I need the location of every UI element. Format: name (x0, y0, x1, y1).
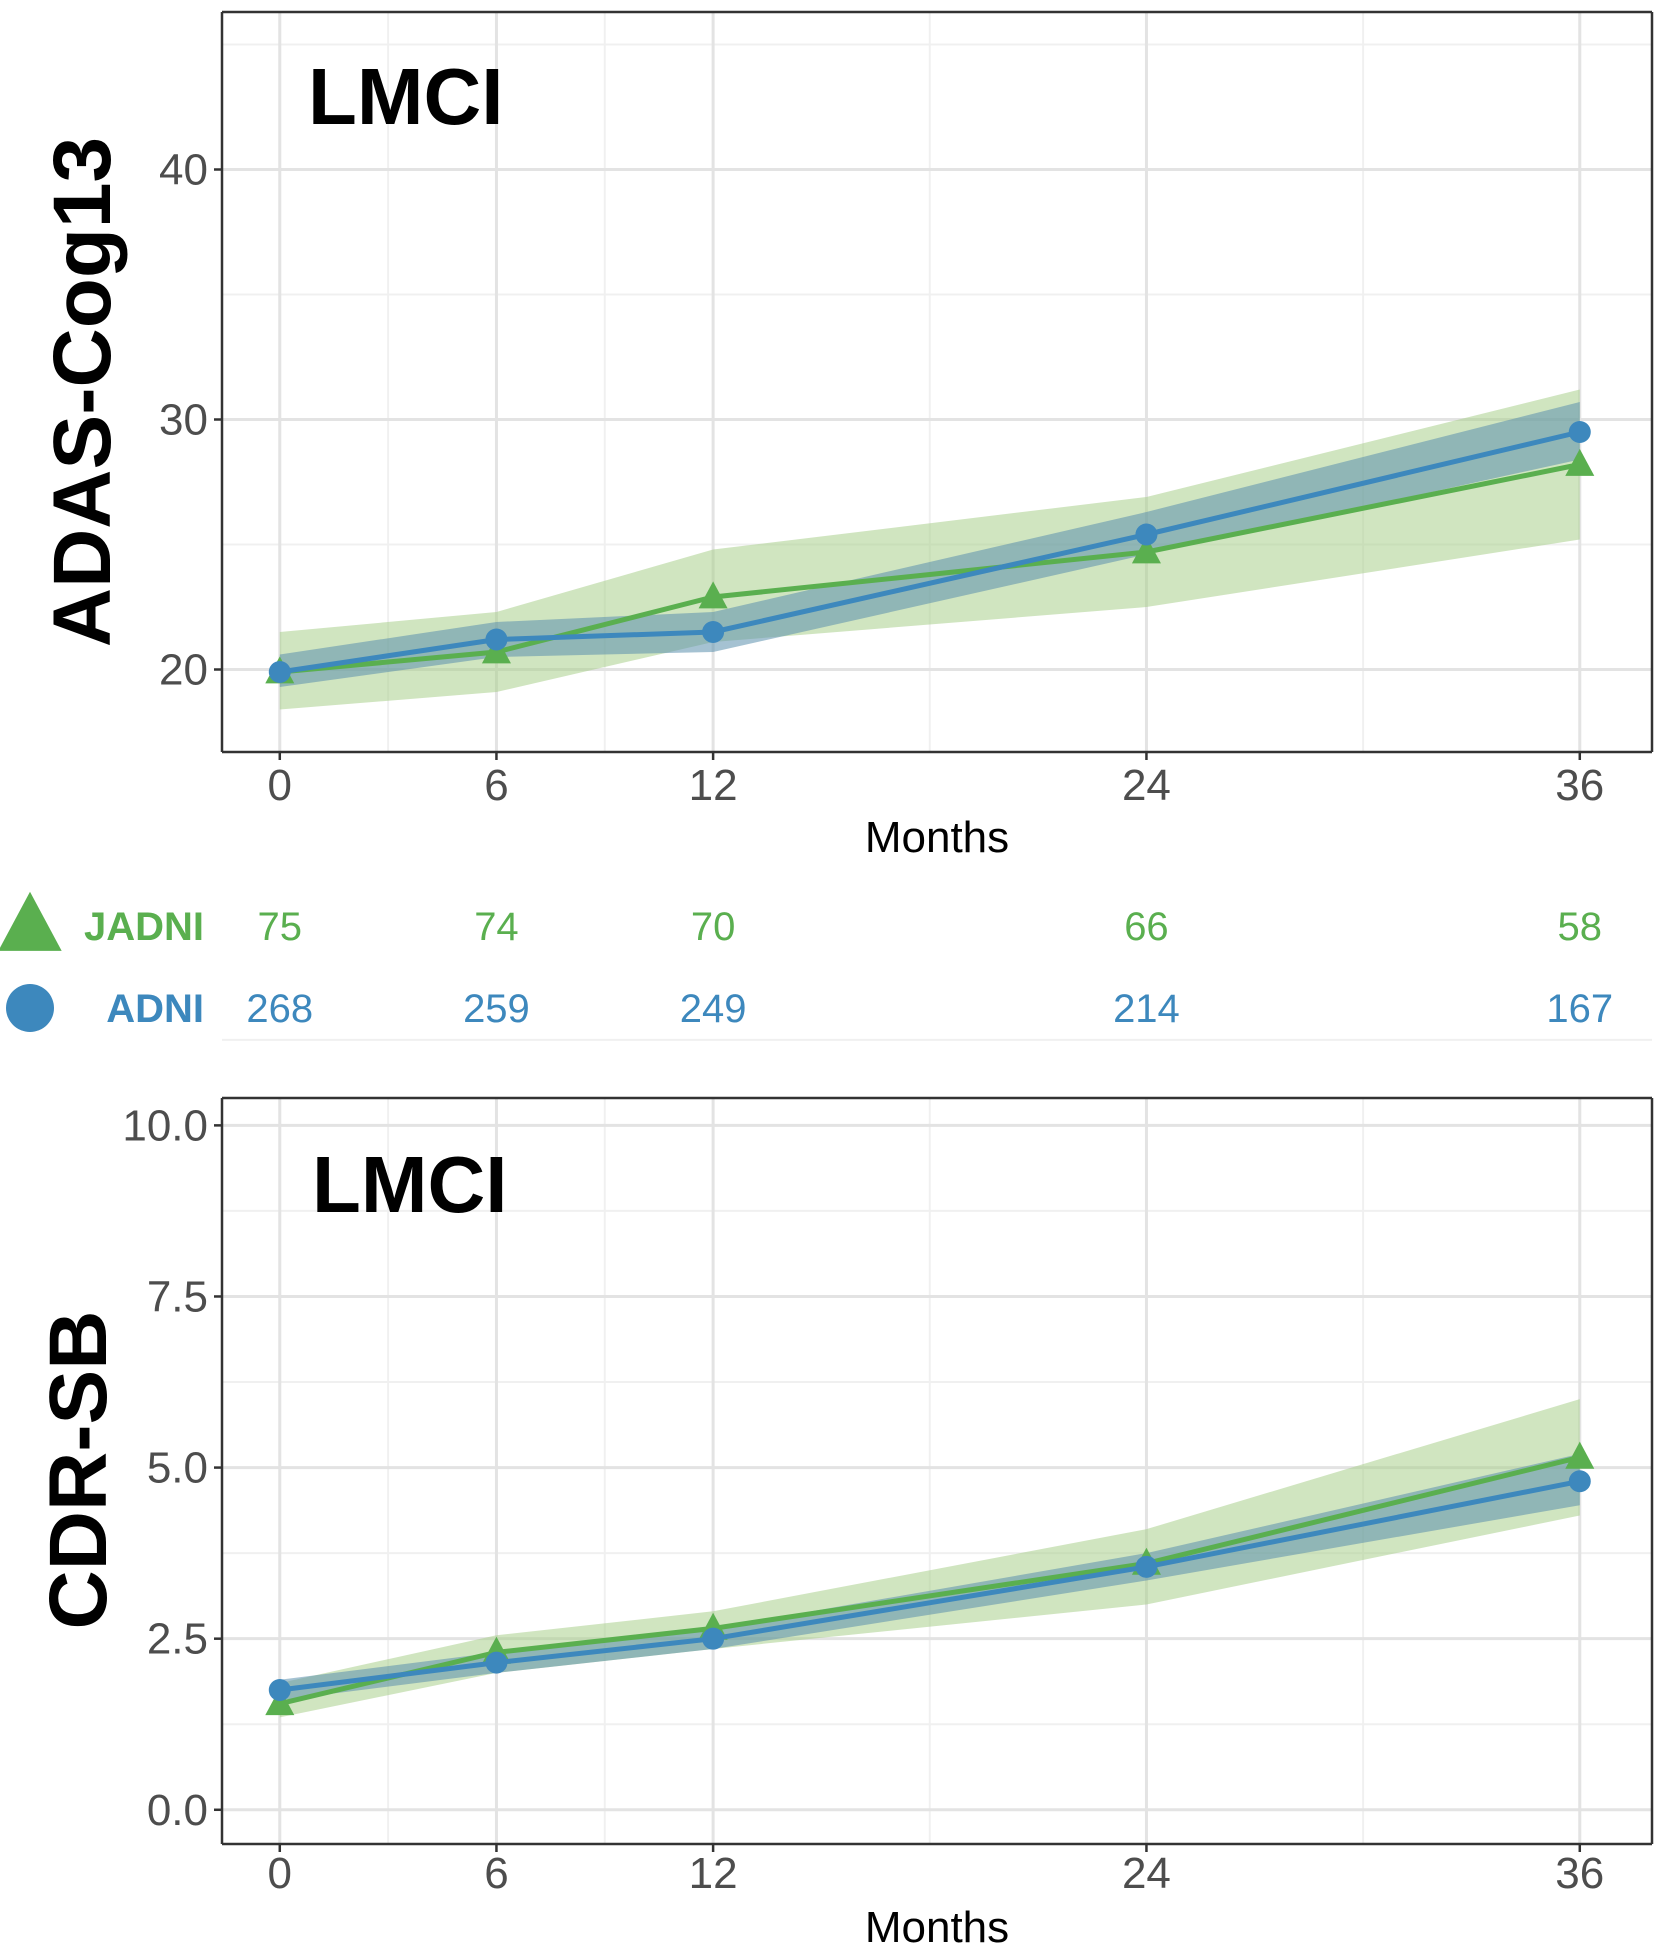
x-tick-label: 24 (1122, 1849, 1171, 1898)
x-axis-title: Months (865, 1903, 1009, 1951)
risk-table-row-jadni: JADNI 75 74 70 66 58 (0, 891, 1603, 951)
jadni-confidence-band (279, 1399, 1580, 1718)
x-tick-label: 36 (1555, 761, 1604, 810)
x-tick-label: 6 (484, 761, 508, 810)
risk-table-count: 70 (691, 905, 736, 949)
x-tick-label: 24 (1122, 761, 1171, 810)
x-tick-label: 0 (268, 761, 292, 810)
risk-table-count: 75 (258, 905, 303, 949)
adni-point (1568, 421, 1591, 443)
x-tick-label: 12 (689, 761, 738, 810)
x-tick-label: 36 (1555, 1849, 1604, 1898)
y-tick-label: 30 (159, 396, 208, 445)
x-tick-label: 12 (689, 1849, 738, 1898)
jadni-point (698, 581, 728, 609)
y-axis-title: CDR-SB (33, 1311, 124, 1630)
panel-title: LMCI (308, 52, 504, 141)
jadni-point (1565, 1441, 1595, 1469)
y-tick-label: 10.0 (122, 1101, 208, 1150)
adas-cog13-chart: 20 30 40 0 6 12 24 36 Months ADAS-Cog13 LMCI (37, 10, 1654, 862)
y-tick-label: 7.5 (147, 1272, 208, 1321)
risk-table-row-adni: ADNI 268 259 249 214 167 (6, 984, 1613, 1032)
adni-point (1135, 1555, 1158, 1578)
triangle-legend-marker (0, 891, 62, 951)
y-axis-title: ADAS-Cog13 (37, 137, 128, 647)
circle-legend-marker (6, 984, 54, 1032)
adni-point (268, 1679, 291, 1702)
risk-table: JADNI 75 74 70 66 58 ADNI 268 259 249 214 167 (0, 891, 1613, 1032)
risk-table-count: 66 (1124, 905, 1169, 949)
y-tick-label: 40 (159, 146, 208, 195)
adni-point (702, 621, 725, 643)
adni-point (485, 1651, 508, 1674)
jadni-point (265, 1688, 295, 1716)
cdr-sb-chart: 0.0 2.5 5.0 7.5 10.0 0 6 12 24 36 Months CDR-SB LMCI (33, 1038, 1654, 1951)
adni-point (485, 628, 508, 651)
risk-table-count: 74 (474, 905, 519, 949)
y-tick-label: 2.5 (147, 1615, 208, 1664)
risk-table-count: 214 (1113, 987, 1180, 1031)
jadni-point (1131, 536, 1161, 564)
risk-table-count: 249 (680, 987, 747, 1031)
adni-point (1568, 1470, 1591, 1493)
x-axis-title: Months (865, 813, 1009, 862)
adni-point (268, 661, 291, 683)
risk-table-row-label: JADNI (84, 905, 204, 949)
y-tick-label: 20 (159, 646, 208, 695)
y-tick-label: 0.0 (147, 1786, 208, 1835)
risk-table-count: 259 (463, 987, 530, 1031)
risk-table-count: 58 (1558, 905, 1603, 949)
x-tick-label: 6 (484, 1849, 508, 1898)
jadni-point (1565, 448, 1595, 476)
panel-title: LMCI (312, 1140, 508, 1229)
risk-table-count: 268 (246, 987, 313, 1031)
adni-point (1135, 523, 1158, 546)
adni-point (702, 1627, 725, 1650)
risk-table-count: 167 (1546, 987, 1613, 1031)
y-tick-label: 5.0 (147, 1444, 208, 1493)
x-tick-label: 0 (268, 1849, 292, 1898)
risk-table-row-label: ADNI (106, 987, 204, 1031)
